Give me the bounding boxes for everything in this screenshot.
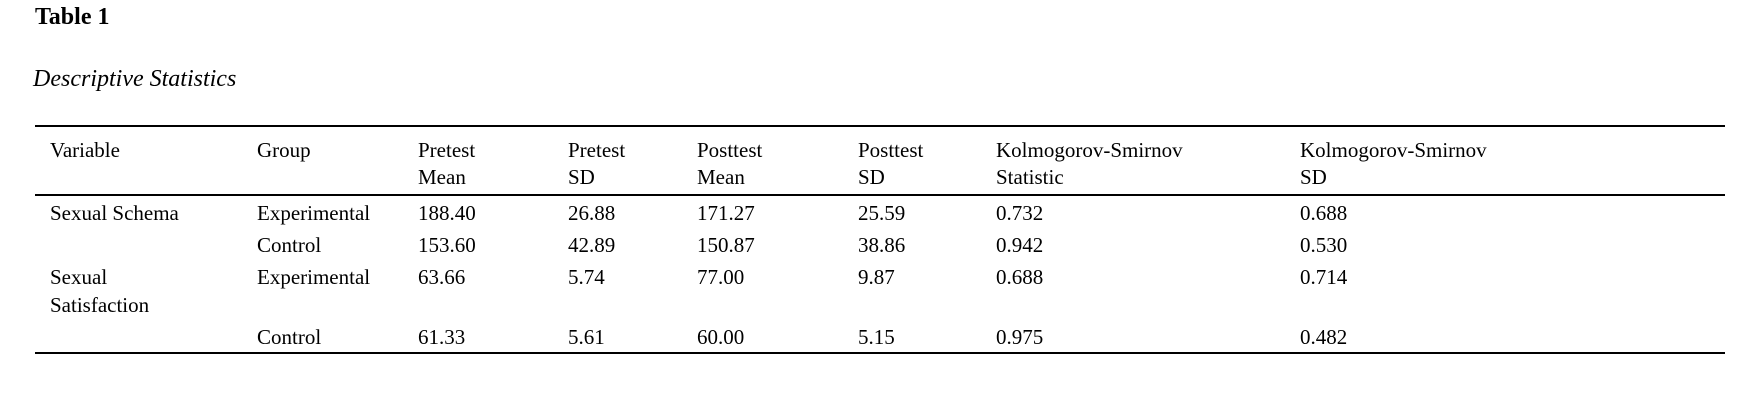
group-cell: Control bbox=[257, 233, 322, 257]
column-header-line: SD bbox=[1300, 165, 1327, 189]
variable-line: Satisfaction bbox=[50, 293, 150, 317]
table-row: Sexual Satisfaction Experimental 63.66 5.74 7… bbox=[35, 260, 1725, 320]
group-cell: Experimental bbox=[257, 201, 371, 225]
column-header: Kolmogorov-Smirnov Statistic bbox=[996, 126, 1300, 195]
descriptive-statistics-table: Variable Group Pretest Mean Pretest SD Postt… bbox=[35, 125, 1725, 354]
column-header-line: Kolmogorov-Smirnov bbox=[1300, 138, 1487, 162]
value-cell: 0.942 bbox=[996, 233, 1044, 257]
value-cell: 0.975 bbox=[996, 325, 1044, 349]
column-header-line: Group bbox=[257, 138, 311, 162]
value-cell: 42.89 bbox=[568, 233, 616, 257]
column-header: Pretest SD bbox=[568, 126, 697, 195]
value-cell: 150.87 bbox=[697, 233, 755, 257]
header-row: Variable Group Pretest Mean Pretest SD Postt… bbox=[35, 126, 1725, 195]
variable-cell: Sexual Satisfaction bbox=[35, 260, 257, 320]
table-number: Table 1 bbox=[35, 4, 110, 30]
column-header-line bbox=[50, 164, 257, 191]
variable-cell: Sexual Schema bbox=[35, 195, 257, 228]
value-cell: 0.688 bbox=[1300, 201, 1348, 225]
column-header-line: Statistic bbox=[996, 165, 1064, 189]
variable-cell bbox=[35, 228, 257, 260]
column-header: Group bbox=[257, 126, 418, 195]
column-header-line: Variable bbox=[50, 138, 120, 162]
group-cell: Control bbox=[257, 325, 322, 349]
value-cell: 25.59 bbox=[858, 201, 906, 225]
variable-line: Sexual Schema bbox=[50, 201, 179, 225]
column-header-line: Mean bbox=[418, 165, 466, 189]
table-title: Descriptive Statistics bbox=[33, 66, 237, 92]
group-cell: Experimental bbox=[257, 265, 371, 289]
column-header: Kolmogorov-Smirnov SD bbox=[1300, 126, 1725, 195]
column-header-line: SD bbox=[568, 165, 595, 189]
value-cell: 77.00 bbox=[697, 265, 745, 289]
table-row: Sexual Schema Experimental 188.40 26.88 171.… bbox=[35, 195, 1725, 228]
column-header: Posttest Mean bbox=[697, 126, 858, 195]
column-header-line: Posttest bbox=[858, 138, 924, 162]
table-row: Control 153.60 42.89 150.87 38.86 0.942 0.530 bbox=[35, 228, 1725, 260]
column-header-line: Mean bbox=[697, 165, 745, 189]
column-header-line: Pretest bbox=[568, 138, 626, 162]
value-cell: 63.66 bbox=[418, 265, 466, 289]
value-cell: 9.87 bbox=[858, 265, 895, 289]
variable-cell bbox=[35, 320, 257, 353]
value-cell: 5.74 bbox=[568, 265, 605, 289]
value-cell: 0.714 bbox=[1300, 265, 1348, 289]
value-cell: 5.61 bbox=[568, 325, 605, 349]
value-cell: 61.33 bbox=[418, 325, 466, 349]
value-cell: 0.530 bbox=[1300, 233, 1348, 257]
value-cell: 171.27 bbox=[697, 201, 755, 225]
column-header-line: Kolmogorov-Smirnov bbox=[996, 138, 1183, 162]
column-header-line: SD bbox=[858, 165, 885, 189]
value-cell: 38.86 bbox=[858, 233, 906, 257]
value-cell: 153.60 bbox=[418, 233, 476, 257]
value-cell: 0.732 bbox=[996, 201, 1044, 225]
value-cell: 26.88 bbox=[568, 201, 616, 225]
value-cell: 188.40 bbox=[418, 201, 476, 225]
column-header-line: Pretest bbox=[418, 138, 476, 162]
column-header: Variable bbox=[35, 126, 257, 195]
column-header-line bbox=[257, 164, 418, 191]
column-header-line: Posttest bbox=[697, 138, 763, 162]
value-cell: 0.688 bbox=[996, 265, 1044, 289]
value-cell: 5.15 bbox=[858, 325, 895, 349]
table-body: Sexual Schema Experimental 188.40 26.88 171.… bbox=[35, 195, 1725, 353]
column-header: Posttest SD bbox=[858, 126, 996, 195]
variable-line: Sexual bbox=[50, 265, 108, 289]
value-cell: 0.482 bbox=[1300, 325, 1348, 349]
column-header: Pretest Mean bbox=[418, 126, 568, 195]
value-cell: 60.00 bbox=[697, 325, 745, 349]
table-row: Control 61.33 5.61 60.00 5.15 0.975 0.482 bbox=[35, 320, 1725, 353]
